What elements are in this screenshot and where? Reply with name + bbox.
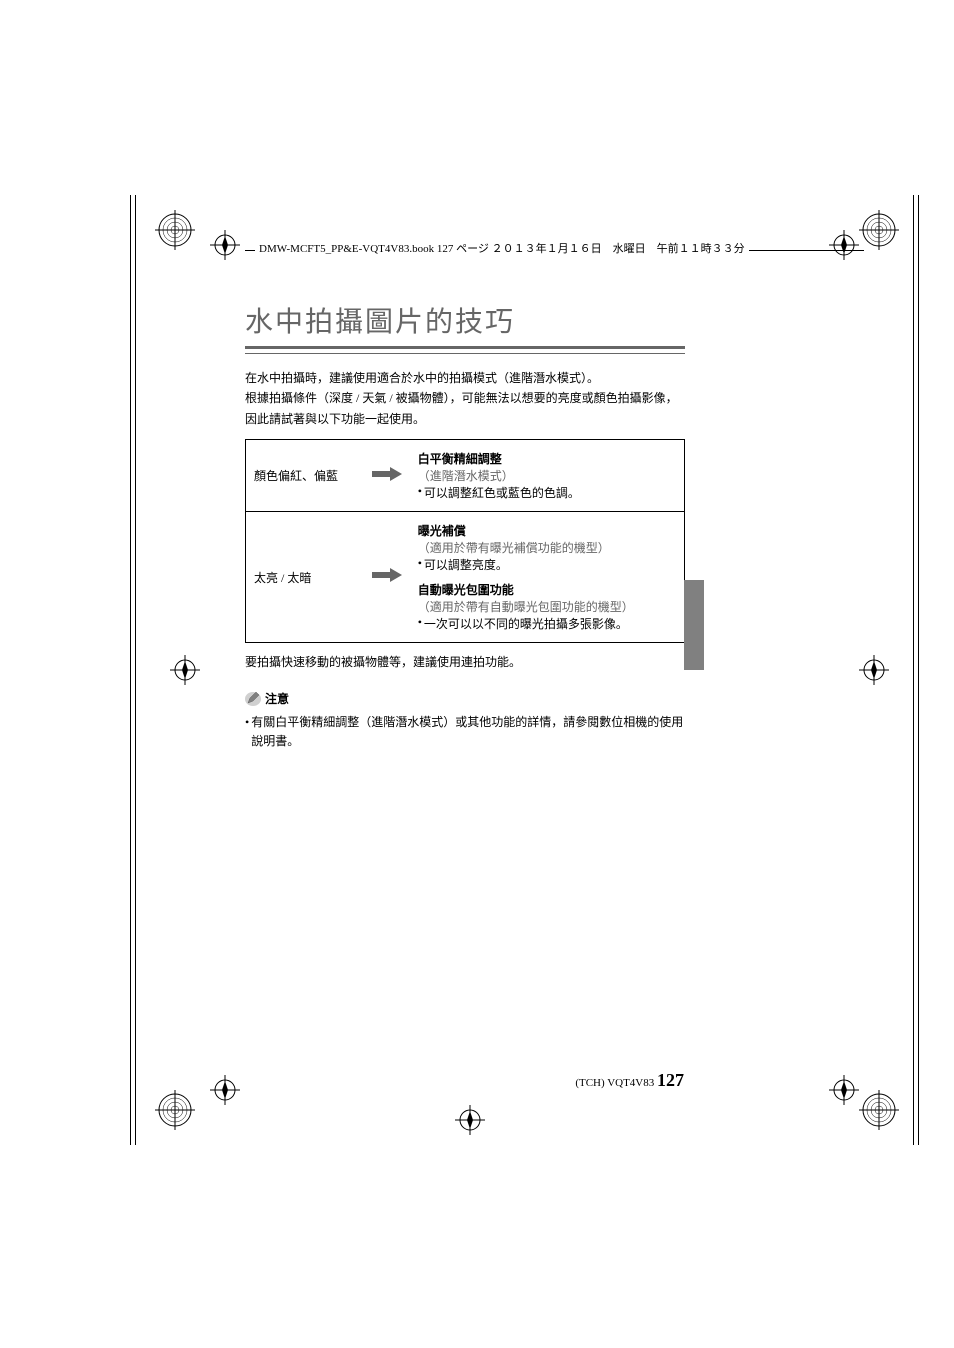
- header-filename: DMW-MCFT5_PP&E-VQT4V83.book 127 ページ ２０１３…: [255, 240, 749, 256]
- page-title: 水中拍攝圖片的技巧: [245, 300, 685, 346]
- solution-subtitle: （適用於帶有自動曝光包圍功能的機型）: [418, 598, 676, 615]
- pencil-icon: [245, 691, 261, 707]
- solution-title: 白平衡精細調整: [418, 450, 676, 467]
- footer-prefix: (TCH) VQT4V83: [575, 1077, 654, 1089]
- bullet-text: 可以調整紅色或藍色的色調。: [424, 484, 580, 501]
- page-footer: (TCH) VQT4V83 127: [575, 1070, 684, 1091]
- crop-line: [130, 195, 131, 1145]
- table-cell-solution: 白平衡精細調整（進階潛水模式）•可以調整紅色或藍色的色調。: [410, 440, 685, 512]
- reg-mark-bottom-center: [455, 1105, 485, 1135]
- reg-mark-top-left: [210, 230, 240, 260]
- intro-paragraph: 在水中拍攝時，建議使用適合於水中的拍攝模式（進階潛水模式）。 根據拍攝條件（深度…: [245, 368, 685, 429]
- bullet-icon: •: [418, 615, 422, 630]
- corner-mark-top-right: [859, 210, 899, 250]
- solution-subtitle: （進階潛水模式）: [418, 467, 676, 484]
- solution-bullet: •一次可以以不同的曝光拍攝多張影像。: [418, 615, 676, 632]
- reg-mark-mid-left: [170, 655, 200, 685]
- table-cell-arrow: [364, 440, 410, 512]
- crop-line: [913, 195, 914, 1145]
- note-heading: 注意: [245, 690, 685, 707]
- corner-mark-bottom-left: [155, 1090, 195, 1130]
- bullet-icon: •: [418, 484, 422, 499]
- table-cell-arrow: [364, 512, 410, 643]
- arrow-right-icon: [372, 467, 402, 481]
- intro-line-2: 根據拍攝條件（深度 / 天氣 / 被攝物體），可能無法以想要的亮度或顏色拍攝影像…: [245, 388, 685, 429]
- crop-line: [135, 195, 136, 1145]
- spacer: [418, 573, 676, 581]
- solution-title: 曝光補償: [418, 522, 676, 539]
- reg-mark-bottom-right: [829, 1075, 859, 1105]
- solution-bullet: •可以調整亮度。: [418, 556, 676, 573]
- table-cell-solution: 曝光補償（適用於帶有曝光補償功能的機型）•可以調整亮度。自動曝光包圍功能（適用於…: [410, 512, 685, 643]
- reg-mark-bottom-left: [210, 1075, 240, 1105]
- reg-mark-mid-right: [859, 655, 889, 685]
- title-rule-thick: [245, 346, 685, 349]
- title-rule-thin: [245, 353, 685, 354]
- note-body: • 有關白平衡精細調整（進階潛水模式）或其他功能的詳情，請參閱數位相機的使用說明…: [245, 713, 685, 751]
- corner-mark-bottom-right: [859, 1090, 899, 1130]
- bullet-text: 可以調整亮度。: [424, 556, 508, 573]
- table-cell-condition: 太亮 / 太暗: [246, 512, 364, 643]
- note-text: 有關白平衡精細調整（進階潛水模式）或其他功能的詳情，請參閱數位相機的使用說明書。: [251, 713, 685, 751]
- bullet-icon: •: [245, 713, 249, 732]
- crop-line: [918, 195, 919, 1145]
- table-row: 顏色偏紅、偏藍白平衡精細調整（進階潛水模式）•可以調整紅色或藍色的色調。: [246, 440, 685, 512]
- solution-title: 自動曝光包圍功能: [418, 581, 676, 598]
- solution-bullet: •可以調整紅色或藍色的色調。: [418, 484, 676, 501]
- reg-mark-top-right: [829, 230, 859, 260]
- table-cell-condition: 顏色偏紅、偏藍: [246, 440, 364, 512]
- side-thumb-tab: [684, 580, 704, 670]
- page-content: 水中拍攝圖片的技巧 在水中拍攝時，建議使用適合於水中的拍攝模式（進階潛水模式）。…: [245, 300, 685, 752]
- table-row: 太亮 / 太暗曝光補償（適用於帶有曝光補償功能的機型）•可以調整亮度。自動曝光包…: [246, 512, 685, 643]
- tips-table: 顏色偏紅、偏藍白平衡精細調整（進階潛水模式）•可以調整紅色或藍色的色調。太亮 /…: [245, 439, 685, 643]
- bullet-text: 一次可以以不同的曝光拍攝多張影像。: [424, 615, 628, 632]
- bullet-icon: •: [418, 556, 422, 571]
- arrow-right-icon: [372, 568, 402, 582]
- note-label: 注意: [265, 690, 289, 707]
- solution-subtitle: （適用於帶有曝光補償功能的機型）: [418, 539, 676, 556]
- after-table-text: 要拍攝快速移動的被攝物體等，建議使用連拍功能。: [245, 653, 685, 670]
- intro-line-1: 在水中拍攝時，建議使用適合於水中的拍攝模式（進階潛水模式）。: [245, 368, 685, 388]
- page-number: 127: [657, 1070, 684, 1090]
- corner-mark-top-left: [155, 210, 195, 250]
